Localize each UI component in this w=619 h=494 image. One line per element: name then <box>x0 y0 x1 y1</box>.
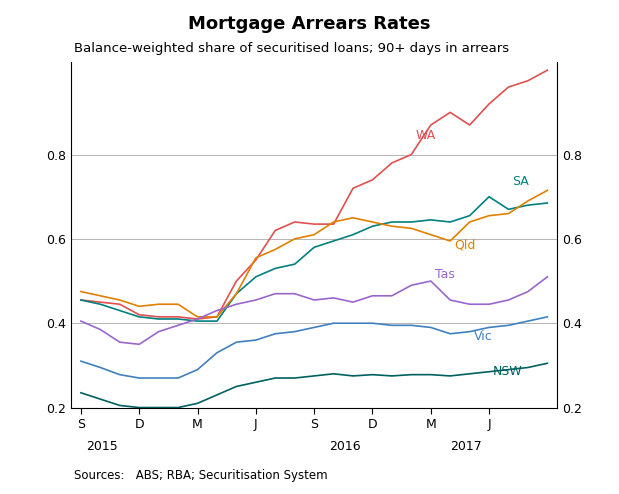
Text: Sources:   ABS; RBA; Securitisation System: Sources: ABS; RBA; Securitisation System <box>74 469 328 482</box>
Text: 2015: 2015 <box>85 441 118 453</box>
Text: Qld: Qld <box>454 239 475 251</box>
Text: SA: SA <box>513 175 529 188</box>
Text: Balance-weighted share of securitised loans; 90+ days in arrears: Balance-weighted share of securitised lo… <box>74 42 509 55</box>
Text: Tas: Tas <box>435 268 454 281</box>
Text: Vic: Vic <box>474 330 492 343</box>
Text: WA: WA <box>415 129 435 142</box>
Text: NSW: NSW <box>493 365 522 378</box>
Text: 2017: 2017 <box>450 441 482 453</box>
Text: Mortgage Arrears Rates: Mortgage Arrears Rates <box>188 15 431 33</box>
Text: 2016: 2016 <box>329 441 360 453</box>
